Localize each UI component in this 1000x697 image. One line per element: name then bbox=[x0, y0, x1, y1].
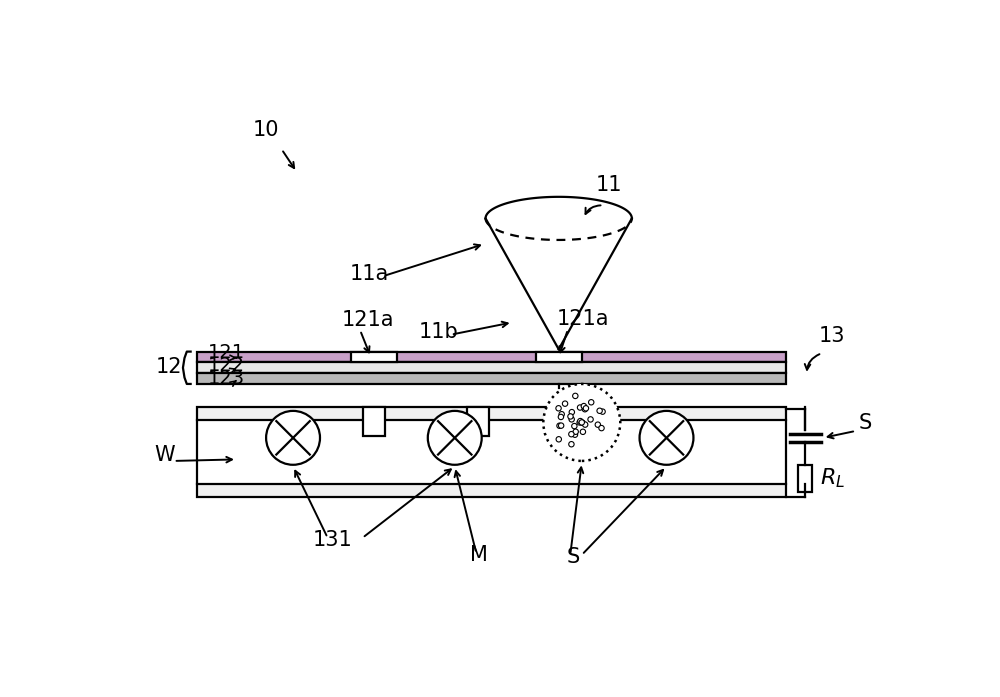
Circle shape bbox=[556, 436, 561, 442]
Circle shape bbox=[266, 411, 320, 465]
Text: W: W bbox=[154, 445, 175, 465]
Text: S: S bbox=[566, 546, 580, 567]
Circle shape bbox=[582, 422, 588, 427]
Circle shape bbox=[572, 432, 578, 438]
Text: 131: 131 bbox=[312, 530, 352, 550]
Circle shape bbox=[589, 399, 594, 405]
Circle shape bbox=[583, 406, 589, 411]
Circle shape bbox=[577, 405, 583, 411]
Bar bbox=[197, 373, 786, 384]
Circle shape bbox=[580, 429, 586, 434]
Circle shape bbox=[582, 406, 588, 412]
Circle shape bbox=[569, 431, 574, 437]
Bar bbox=[351, 351, 397, 362]
Text: 10: 10 bbox=[253, 120, 280, 140]
Circle shape bbox=[599, 425, 604, 431]
Circle shape bbox=[581, 404, 587, 408]
Circle shape bbox=[556, 406, 561, 411]
Circle shape bbox=[559, 411, 564, 417]
Circle shape bbox=[558, 414, 564, 420]
Circle shape bbox=[557, 423, 562, 429]
Circle shape bbox=[573, 429, 578, 434]
Text: 12: 12 bbox=[155, 357, 182, 377]
Circle shape bbox=[597, 408, 602, 413]
Circle shape bbox=[568, 414, 573, 419]
Bar bbox=[197, 407, 786, 420]
Circle shape bbox=[428, 411, 482, 465]
Bar bbox=[197, 484, 786, 497]
Text: 11a: 11a bbox=[349, 264, 389, 284]
Bar bbox=[467, 407, 489, 436]
Circle shape bbox=[578, 418, 583, 424]
Bar bbox=[363, 407, 385, 436]
Circle shape bbox=[562, 401, 568, 406]
Circle shape bbox=[600, 409, 605, 414]
Circle shape bbox=[572, 423, 577, 429]
Text: $R_L$: $R_L$ bbox=[820, 466, 846, 489]
Text: M: M bbox=[470, 545, 488, 565]
Text: 122: 122 bbox=[208, 356, 245, 375]
Circle shape bbox=[588, 417, 593, 422]
Text: 121a: 121a bbox=[557, 309, 610, 329]
Text: 13: 13 bbox=[819, 325, 845, 346]
Bar bbox=[536, 351, 582, 362]
Circle shape bbox=[595, 422, 601, 427]
Text: 11: 11 bbox=[596, 176, 622, 195]
Bar bbox=[197, 351, 786, 362]
Circle shape bbox=[569, 441, 574, 447]
Circle shape bbox=[580, 420, 585, 425]
Circle shape bbox=[573, 393, 578, 399]
Text: 123: 123 bbox=[208, 369, 245, 388]
Text: S: S bbox=[859, 413, 872, 433]
Text: 121: 121 bbox=[208, 343, 245, 362]
Bar bbox=[798, 465, 812, 492]
Text: 121a: 121a bbox=[342, 310, 394, 330]
Circle shape bbox=[543, 384, 620, 461]
Circle shape bbox=[577, 420, 582, 425]
Circle shape bbox=[569, 417, 574, 422]
Circle shape bbox=[569, 409, 575, 415]
Circle shape bbox=[558, 423, 564, 429]
Circle shape bbox=[579, 420, 584, 425]
Text: 11b: 11b bbox=[419, 322, 458, 342]
Circle shape bbox=[640, 411, 693, 465]
Bar bbox=[197, 362, 786, 373]
